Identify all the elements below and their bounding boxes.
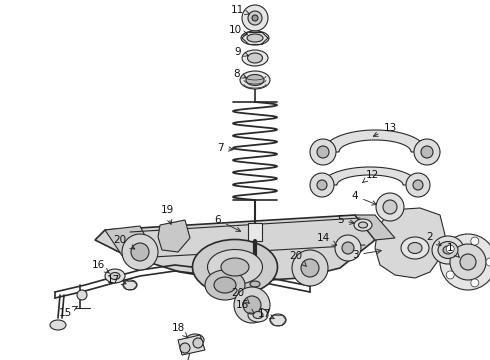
Polygon shape (323, 130, 427, 152)
Text: 5: 5 (337, 215, 354, 225)
Circle shape (450, 244, 486, 280)
Ellipse shape (105, 269, 125, 283)
Circle shape (234, 287, 270, 323)
Ellipse shape (245, 278, 265, 290)
Circle shape (446, 271, 454, 279)
Text: 13: 13 (373, 123, 396, 136)
Text: 7: 7 (217, 143, 233, 153)
Ellipse shape (50, 320, 66, 330)
Text: 20: 20 (290, 251, 306, 266)
Text: 1: 1 (447, 243, 459, 257)
Polygon shape (355, 215, 395, 240)
Circle shape (383, 200, 397, 214)
Circle shape (460, 254, 476, 270)
Ellipse shape (186, 334, 204, 346)
Text: 19: 19 (160, 205, 173, 224)
Circle shape (446, 245, 454, 253)
Text: 3: 3 (352, 249, 381, 260)
Ellipse shape (221, 258, 249, 276)
Ellipse shape (270, 314, 286, 326)
Ellipse shape (123, 280, 137, 290)
Bar (248, 223, 262, 241)
Text: 15: 15 (58, 306, 77, 318)
Circle shape (77, 290, 87, 300)
Circle shape (335, 235, 361, 261)
Text: 18: 18 (172, 323, 188, 338)
Ellipse shape (242, 50, 268, 66)
Text: 2: 2 (427, 232, 441, 246)
Circle shape (317, 146, 329, 158)
Circle shape (406, 173, 430, 197)
Ellipse shape (253, 311, 263, 319)
Text: 12: 12 (363, 170, 379, 183)
Circle shape (440, 234, 490, 290)
Circle shape (376, 193, 404, 221)
Text: 20: 20 (114, 235, 135, 249)
Ellipse shape (250, 281, 260, 287)
Ellipse shape (246, 258, 264, 268)
Circle shape (131, 243, 149, 261)
Circle shape (310, 139, 336, 165)
Circle shape (342, 242, 354, 254)
Ellipse shape (248, 308, 268, 322)
Text: 17: 17 (106, 275, 126, 285)
Text: 6: 6 (215, 215, 241, 231)
Circle shape (243, 296, 261, 314)
Ellipse shape (432, 236, 464, 264)
Ellipse shape (240, 71, 270, 89)
Polygon shape (158, 220, 190, 252)
Ellipse shape (438, 242, 458, 258)
Text: 4: 4 (352, 191, 376, 205)
Ellipse shape (110, 273, 120, 279)
Circle shape (486, 258, 490, 266)
Ellipse shape (359, 222, 368, 228)
Circle shape (292, 250, 328, 286)
Text: 16: 16 (91, 260, 110, 273)
Circle shape (471, 279, 479, 287)
Polygon shape (95, 215, 375, 282)
Ellipse shape (408, 243, 422, 253)
Circle shape (310, 173, 334, 197)
Text: 14: 14 (317, 233, 337, 245)
Text: 17: 17 (257, 309, 274, 319)
Text: 10: 10 (228, 25, 247, 35)
Polygon shape (178, 335, 205, 355)
Text: 20: 20 (231, 288, 249, 303)
Circle shape (301, 259, 319, 277)
Polygon shape (105, 226, 155, 260)
Ellipse shape (247, 53, 263, 63)
Ellipse shape (246, 75, 264, 85)
Text: 11: 11 (230, 5, 249, 15)
Ellipse shape (247, 34, 263, 42)
Circle shape (122, 234, 158, 270)
Circle shape (471, 237, 479, 245)
Ellipse shape (214, 277, 236, 293)
Text: 9: 9 (235, 47, 248, 57)
Circle shape (421, 146, 433, 158)
Polygon shape (322, 167, 418, 185)
Circle shape (413, 180, 423, 190)
Ellipse shape (401, 237, 429, 259)
Ellipse shape (443, 246, 453, 254)
Ellipse shape (207, 249, 263, 284)
Ellipse shape (354, 219, 372, 231)
Circle shape (193, 338, 203, 348)
Text: 16: 16 (235, 300, 254, 314)
Ellipse shape (205, 270, 245, 300)
Circle shape (248, 11, 262, 25)
Circle shape (252, 15, 258, 21)
Ellipse shape (241, 31, 269, 45)
Circle shape (317, 180, 327, 190)
Circle shape (180, 343, 190, 353)
Circle shape (414, 139, 440, 165)
Polygon shape (375, 208, 445, 278)
Ellipse shape (193, 239, 277, 294)
Circle shape (242, 5, 268, 31)
Text: 8: 8 (234, 69, 246, 79)
